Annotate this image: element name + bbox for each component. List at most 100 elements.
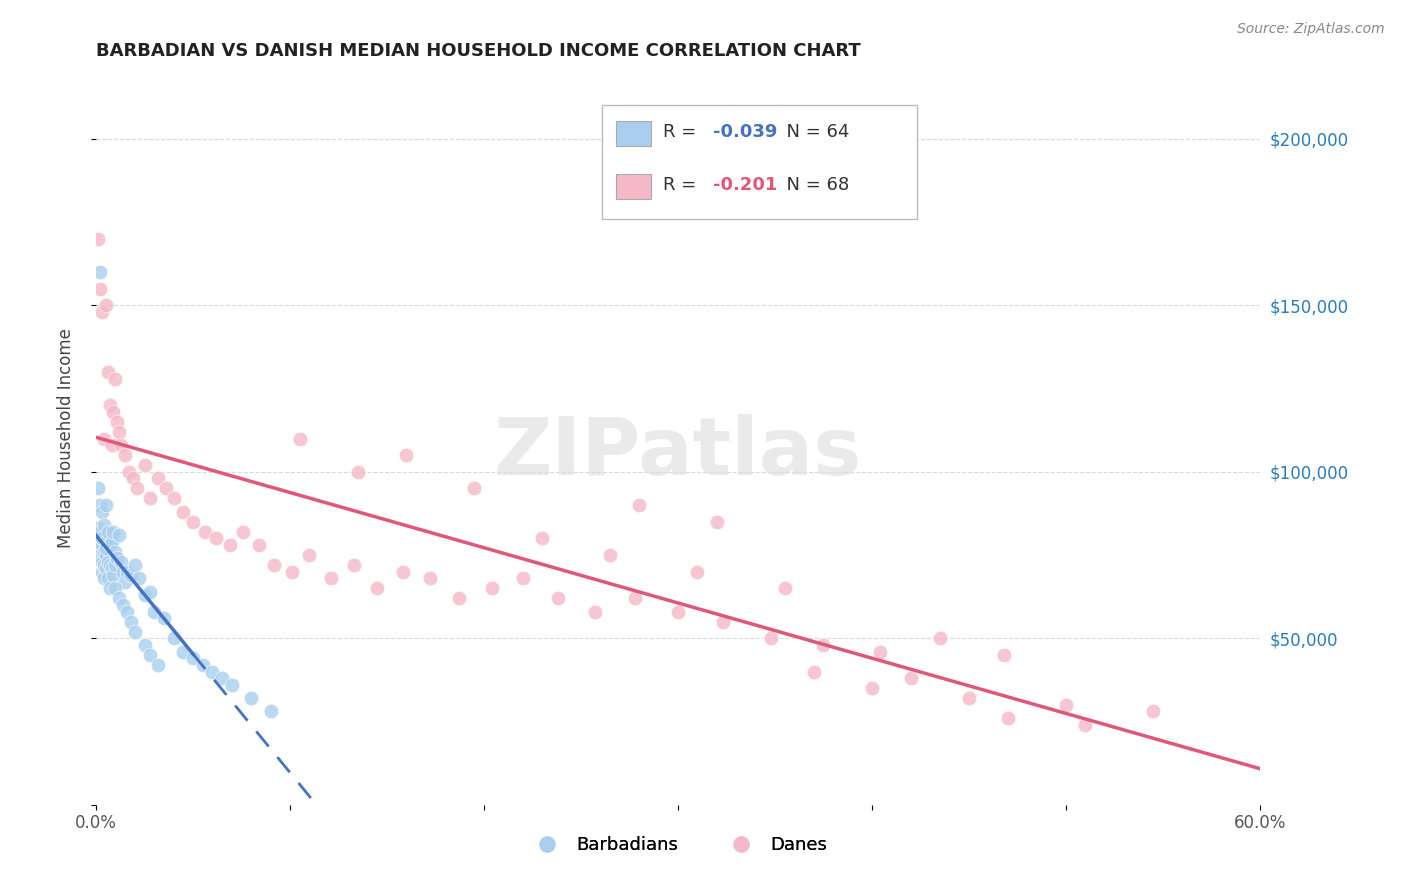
Point	[105, 551, 128, 566]
FancyBboxPatch shape	[602, 105, 917, 219]
Text: R =: R =	[662, 177, 702, 194]
Point	[711, 615, 734, 629]
Point	[860, 681, 883, 696]
Point	[120, 615, 142, 629]
Point	[143, 605, 166, 619]
Point	[112, 598, 135, 612]
Point	[419, 571, 441, 585]
Point	[128, 571, 150, 585]
Point	[89, 282, 111, 296]
Point	[624, 591, 647, 606]
Text: BARBADIAN VS DANISH MEDIAN HOUSEHOLD INCOME CORRELATION CHART: BARBADIAN VS DANISH MEDIAN HOUSEHOLD INC…	[96, 42, 860, 60]
Point	[162, 632, 184, 646]
Point	[125, 482, 148, 496]
Point	[104, 371, 127, 385]
Point	[686, 565, 709, 579]
Point	[869, 644, 891, 658]
Text: Source: ZipAtlas.com: Source: ZipAtlas.com	[1237, 22, 1385, 37]
Point	[759, 632, 782, 646]
Point	[181, 651, 204, 665]
Point	[232, 524, 254, 539]
Point	[114, 448, 136, 462]
Point	[97, 365, 120, 379]
Point	[108, 591, 131, 606]
Point	[94, 534, 117, 549]
FancyBboxPatch shape	[616, 121, 651, 146]
Point	[94, 548, 117, 562]
Point	[347, 465, 370, 479]
Point	[319, 571, 342, 585]
Point	[100, 561, 122, 575]
Point	[87, 232, 110, 246]
Text: ZIPatlas: ZIPatlas	[494, 414, 862, 492]
Point	[240, 691, 263, 706]
Point	[94, 498, 117, 512]
Point	[172, 505, 194, 519]
Point	[900, 671, 922, 685]
Y-axis label: Median Household Income: Median Household Income	[58, 328, 75, 549]
Point	[97, 555, 120, 569]
Point	[281, 565, 304, 579]
Point	[104, 582, 127, 596]
Point	[1054, 698, 1077, 712]
Point	[181, 515, 204, 529]
Point	[599, 548, 621, 562]
Point	[104, 545, 127, 559]
Point	[94, 561, 117, 575]
Point	[146, 471, 169, 485]
Point	[90, 538, 112, 552]
Text: -0.039: -0.039	[713, 123, 778, 142]
Point	[93, 545, 115, 559]
Point	[263, 558, 285, 572]
Point	[201, 665, 224, 679]
Point	[118, 465, 141, 479]
Point	[98, 538, 121, 552]
Point	[993, 648, 1015, 662]
Point	[288, 432, 311, 446]
Point	[104, 558, 127, 572]
Point	[89, 498, 111, 512]
Point	[87, 482, 110, 496]
Point	[108, 425, 131, 439]
Point	[100, 438, 122, 452]
Point	[1074, 718, 1097, 732]
Point	[803, 665, 825, 679]
Point	[120, 568, 142, 582]
Point	[218, 538, 240, 552]
Point	[134, 638, 156, 652]
Point	[134, 458, 156, 473]
Point	[90, 565, 112, 579]
Point	[122, 471, 145, 485]
Point	[211, 671, 233, 685]
Point	[114, 574, 136, 589]
Point	[98, 582, 121, 596]
Point	[105, 415, 128, 429]
Point	[93, 518, 115, 533]
Point	[997, 711, 1019, 725]
Point	[191, 657, 214, 672]
Point	[108, 528, 131, 542]
Text: N = 68: N = 68	[775, 177, 849, 194]
Point	[666, 605, 689, 619]
Point	[134, 588, 156, 602]
Point	[89, 524, 111, 539]
Point	[98, 558, 121, 572]
Point	[103, 524, 125, 539]
Point	[583, 605, 606, 619]
Point	[124, 558, 146, 572]
Point	[391, 565, 413, 579]
Point	[259, 705, 281, 719]
Point	[103, 405, 125, 419]
Point	[90, 305, 112, 319]
Point	[139, 491, 162, 506]
Text: N = 64: N = 64	[775, 123, 849, 142]
Point	[205, 532, 228, 546]
Point	[706, 515, 728, 529]
Point	[395, 448, 418, 462]
Point	[153, 611, 176, 625]
Point	[1142, 705, 1164, 719]
Point	[89, 548, 111, 562]
Point	[110, 555, 132, 569]
Text: R =: R =	[662, 123, 702, 142]
Point	[155, 482, 177, 496]
